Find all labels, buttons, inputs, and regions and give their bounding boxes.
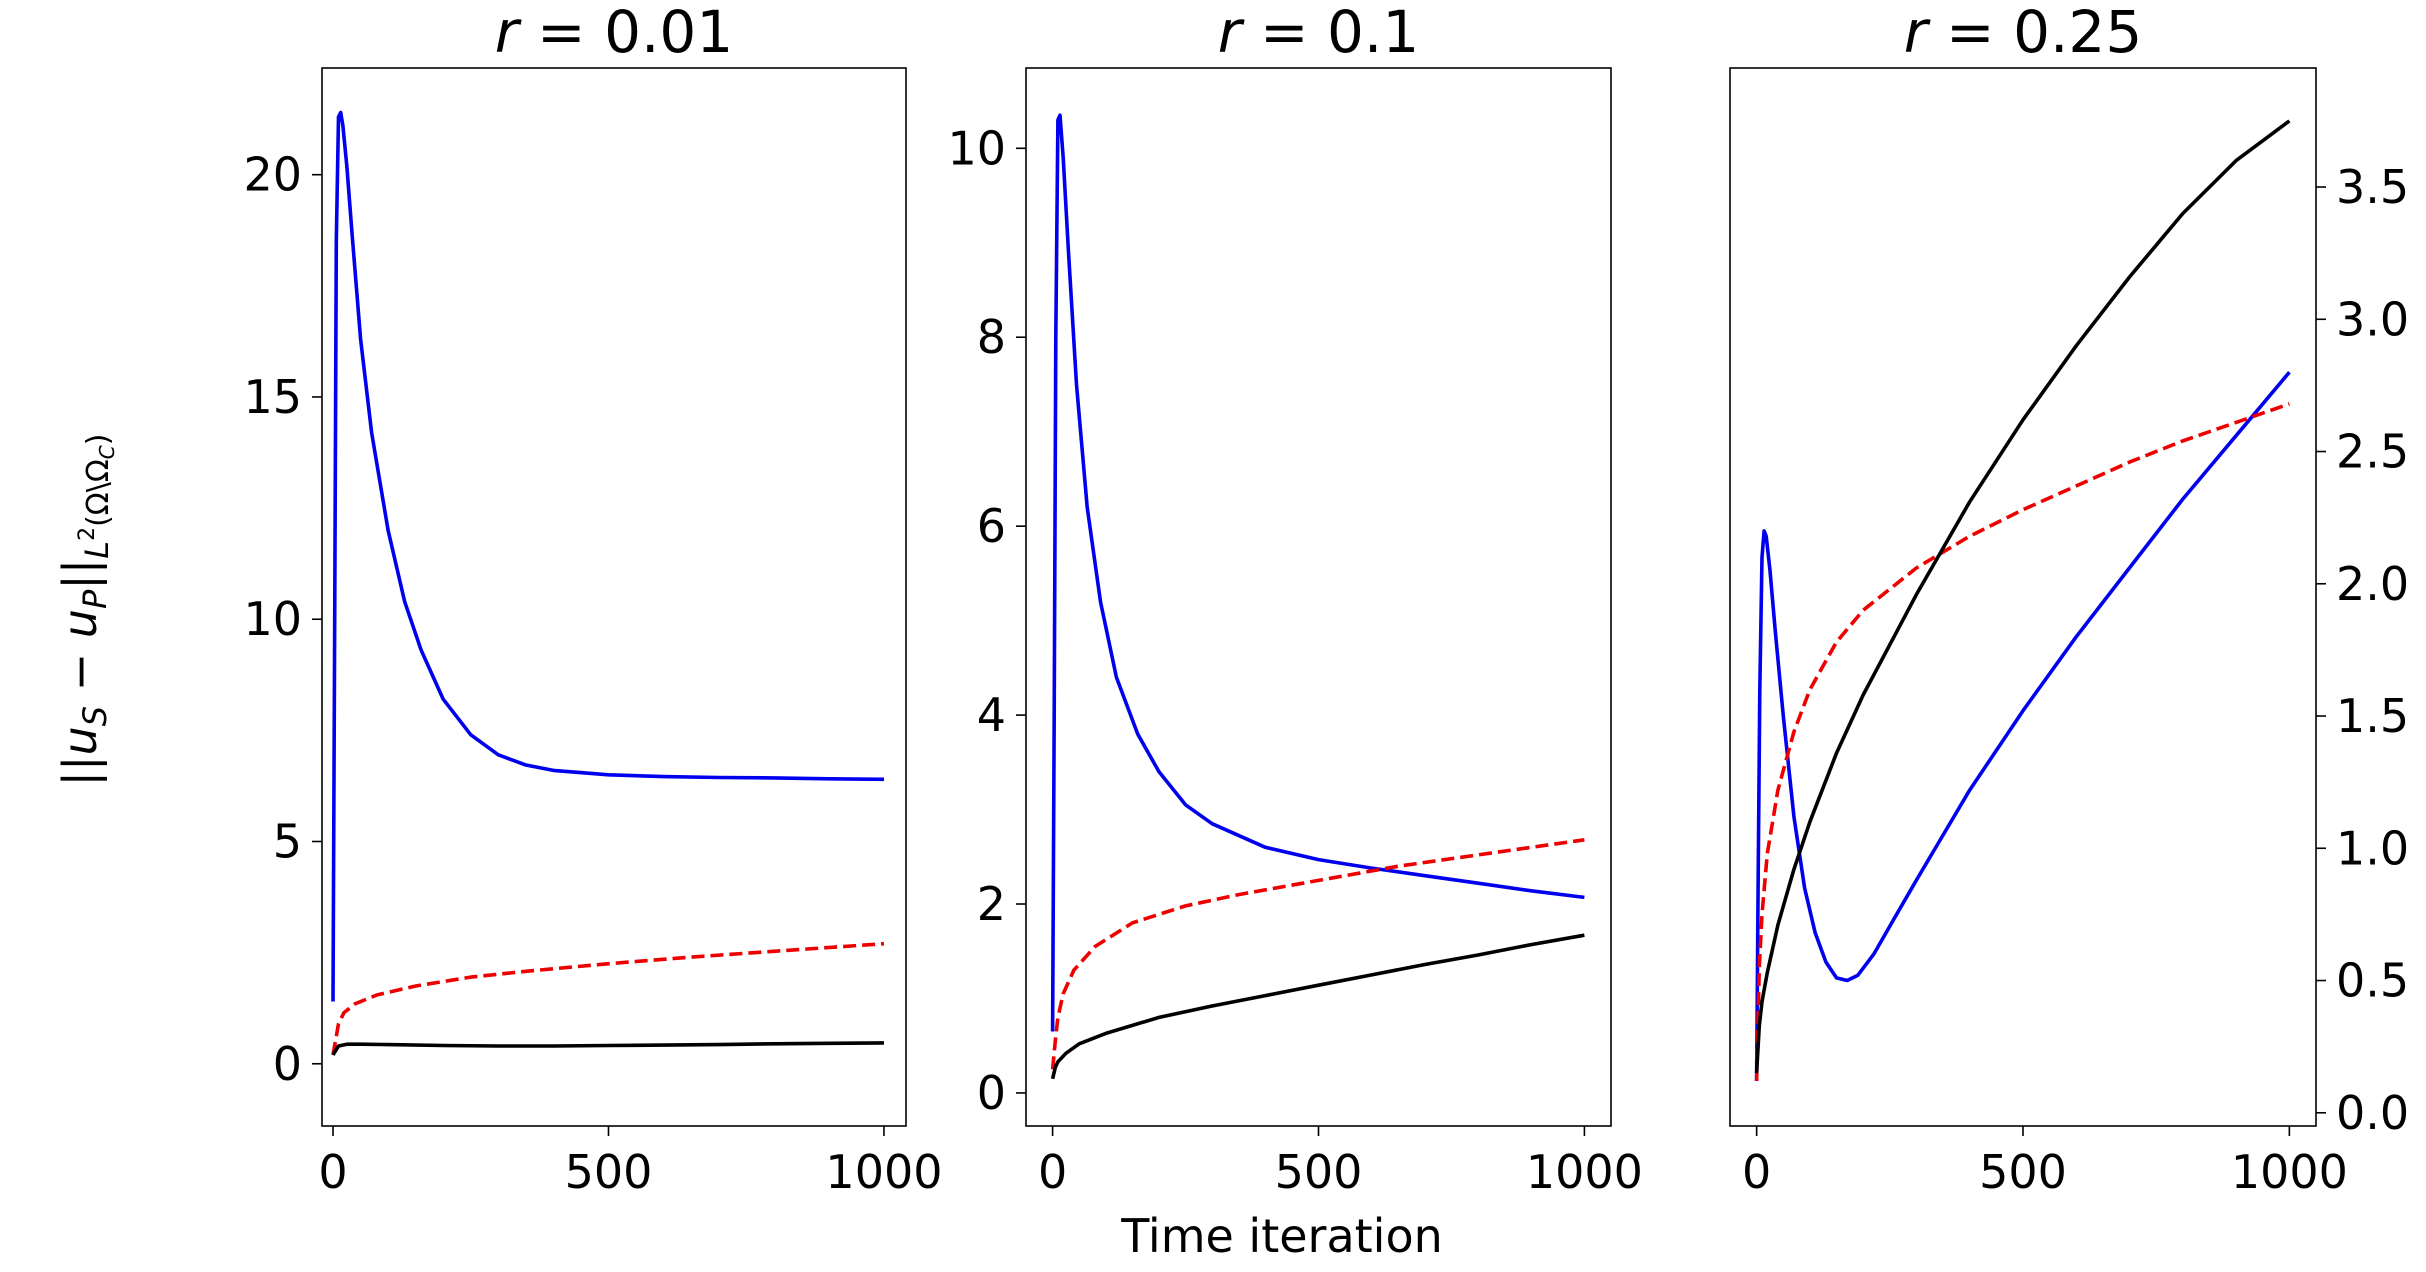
x-tick-label: 0 xyxy=(318,1145,347,1199)
y-tick-label: 1.5 xyxy=(2336,689,2409,743)
series-group xyxy=(1050,113,1585,1080)
y-tick-label: 0 xyxy=(977,1066,1006,1120)
y-tick-label: 10 xyxy=(243,592,302,646)
series-line-black xyxy=(1754,119,2291,1074)
panel-1: r = 0.01 0 500 1000 0 5 10 15 20 xyxy=(243,0,942,1199)
x-tick-label: 500 xyxy=(1979,1145,2067,1199)
series-line-black xyxy=(1050,933,1585,1080)
y-tick-label: 2.0 xyxy=(2336,557,2409,611)
series-group xyxy=(331,110,885,1056)
panel-title-value: = 0.25 xyxy=(1928,0,2143,66)
x-tick-label: 0 xyxy=(1038,1145,1067,1199)
y-tick-label: 1.0 xyxy=(2336,821,2409,875)
y-tick-label: 3.0 xyxy=(2336,292,2409,346)
x-tick-label: 500 xyxy=(1275,1145,1363,1199)
y-tick-label: 5 xyxy=(273,814,302,868)
shared-ylabel: ||uS − uP||L2(Ω\ΩC) xyxy=(53,434,119,787)
series-line-red xyxy=(1050,838,1585,1070)
shared-xlabel: Time iteration xyxy=(1120,1209,1443,1263)
x-tick-label: 0 xyxy=(1742,1145,1771,1199)
panel-title-value: = 0.1 xyxy=(1242,0,1420,66)
panel-title-r-0-1: r = 0.1 xyxy=(1218,0,1420,66)
y-tick-label: 2 xyxy=(977,877,1006,931)
x-tick-label: 1000 xyxy=(2231,1145,2348,1199)
y-tick-label: 0.0 xyxy=(2336,1086,2409,1140)
x-tick-label: 1000 xyxy=(825,1145,942,1199)
series-line-blue xyxy=(1754,371,2291,1082)
panel-title-var: r xyxy=(1218,0,1245,66)
panel-title-var: r xyxy=(1904,0,1931,66)
series-line-red xyxy=(331,941,885,1056)
panel-title-r-0-01: r = 0.01 xyxy=(495,0,733,66)
panel-title-r-0-25: r = 0.25 xyxy=(1904,0,2142,66)
y-tick-label: 15 xyxy=(243,370,302,424)
y-tick-label: 2.5 xyxy=(2336,425,2409,479)
axes-frame xyxy=(321,67,907,1127)
y-tick-label: 8 xyxy=(977,310,1006,364)
series-line-blue xyxy=(331,110,885,1002)
panel-title-var: r xyxy=(495,0,522,66)
y-tick-label: 0 xyxy=(273,1037,302,1091)
y-tick-label: 6 xyxy=(977,499,1006,553)
panel-title-value: = 0.01 xyxy=(519,0,734,66)
x-tick-label: 1000 xyxy=(1526,1145,1643,1199)
y-tick-label: 3.5 xyxy=(2336,160,2409,214)
y-tick-label: 4 xyxy=(977,688,1006,742)
series-line-red xyxy=(1754,402,2290,1082)
y-tick-label: 20 xyxy=(243,148,302,202)
panel-2: r = 0.1 0 500 1000 0 2 4 6 8 10 xyxy=(947,0,1642,1199)
y-tick-label: 0.5 xyxy=(2336,954,2409,1008)
y-tick-label: 10 xyxy=(947,121,1006,175)
series-line-black xyxy=(331,1041,885,1056)
x-tick-label: 500 xyxy=(565,1145,653,1199)
series-group xyxy=(1754,119,2291,1082)
series-line-blue xyxy=(1050,113,1585,1032)
